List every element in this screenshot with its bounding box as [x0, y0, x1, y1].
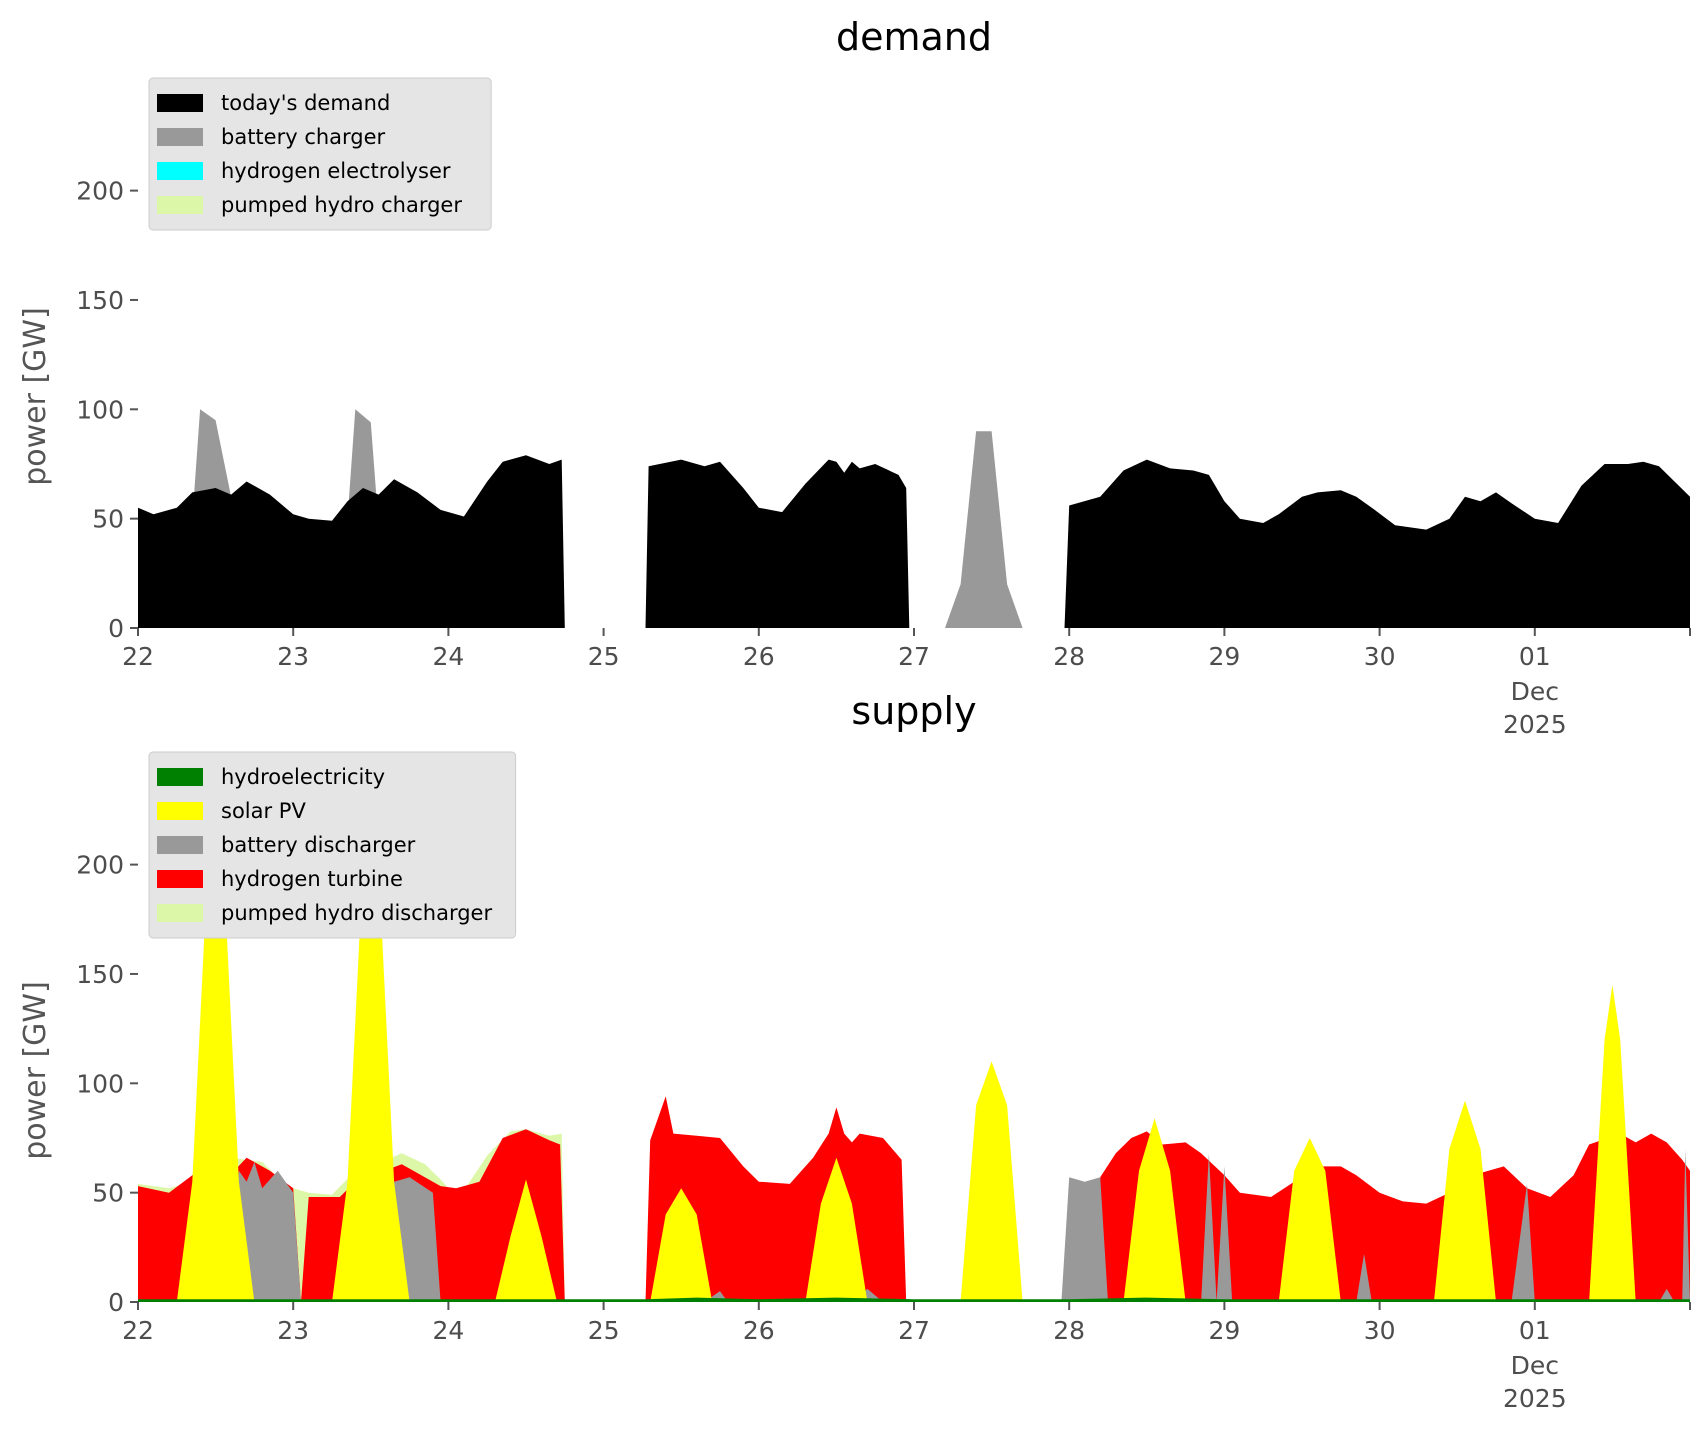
supply-xtick-label: 28: [1053, 1316, 1085, 1345]
demand-legend-label: pumped hydro charger: [221, 193, 462, 217]
demand-legend-box: [148, 77, 492, 231]
supply-legend-swatch: [157, 768, 203, 786]
supply-legend-swatch: [157, 836, 203, 854]
undefined-title: supply: [851, 689, 976, 733]
demand-xtick-label: 24: [432, 642, 464, 671]
demand-xtick-label: 28: [1053, 642, 1085, 671]
supply-legend-swatch: [157, 904, 203, 922]
supply-xtick-label: 22: [122, 1316, 154, 1345]
supply-ylabel: power [GW]: [18, 981, 53, 1160]
supply-year-label: 2025: [1503, 1384, 1567, 1413]
supply-xtick-label: 27: [898, 1316, 930, 1345]
demand-xtick-label: 27: [898, 642, 930, 671]
supply-area-hydroelectricity: [138, 1297, 1690, 1302]
supply-xtick-label: 29: [1208, 1316, 1240, 1345]
supply-ytick-label: 0: [108, 1288, 124, 1317]
demand-xtick-label: 23: [277, 642, 309, 671]
demand-ytick-label: 0: [108, 614, 124, 643]
supply-legend: hydroelectricity solar PV battery discharg…: [148, 751, 517, 939]
supply-legend-label: solar PV: [221, 799, 306, 823]
demand-area-today-s-demand: [138, 455, 1690, 628]
supply-ytick-label: 200: [76, 851, 124, 880]
supply-xtick-label: 25: [588, 1316, 620, 1345]
supply-xtick-label: 24: [432, 1316, 464, 1345]
supply-legend-swatch: [157, 870, 203, 888]
supply-legend-label: hydrogen turbine: [221, 867, 403, 891]
supply-legend-label: hydroelectricity: [221, 765, 385, 789]
demand-ytick-label: 50: [92, 505, 124, 534]
supply-xtick-label: 01: [1519, 1316, 1551, 1345]
demand-xtick-label: 30: [1364, 642, 1396, 671]
demand-legend-label: today's demand: [221, 91, 390, 115]
demand-xtick-label: 01: [1519, 642, 1551, 671]
supply-area-solar-pv: [176, 816, 1636, 1302]
demand-legend-swatch: [157, 94, 203, 112]
demand-legend-swatch: [157, 128, 203, 146]
supply-month-label: Dec: [1511, 1351, 1559, 1380]
demand-series-group: [138, 409, 1690, 628]
demand-month-label: Dec: [1511, 677, 1559, 706]
undefined-title: demand: [836, 15, 992, 59]
supply-ytick-label: 100: [76, 1069, 124, 1098]
demand-xtick-label: 22: [122, 642, 154, 671]
supply-ytick-label: 150: [76, 960, 124, 989]
demand-ytick-label: 200: [76, 177, 124, 206]
supply-xtick-label: 23: [277, 1316, 309, 1345]
demand-legend: today's demand battery charger hydrogen el…: [148, 77, 492, 231]
supply-legend-label: pumped hydro discharger: [221, 901, 492, 925]
supply-legend-label: battery discharger: [221, 833, 416, 857]
supply-series-group: [138, 816, 1691, 1302]
demand-legend-swatch: [157, 196, 203, 214]
supply-legend-box: [148, 751, 517, 939]
demand-ytick-label: 150: [76, 286, 124, 315]
demand-legend-swatch: [157, 162, 203, 180]
demand-xtick-label: 29: [1208, 642, 1240, 671]
supply-xtick-label: 26: [743, 1316, 775, 1345]
supply-xtick-label: 30: [1364, 1316, 1396, 1345]
demand-legend-label: hydrogen electrolyser: [221, 159, 451, 183]
demand-xtick-label: 26: [743, 642, 775, 671]
demand-xtick-label: 25: [588, 642, 620, 671]
supply-legend-swatch: [157, 802, 203, 820]
demand-ylabel: power [GW]: [18, 307, 53, 486]
demand-year-label: 2025: [1503, 710, 1567, 739]
supply-ytick-label: 50: [92, 1179, 124, 1208]
demand-ytick-label: 100: [76, 395, 124, 424]
demand-legend-label: battery charger: [221, 125, 386, 149]
